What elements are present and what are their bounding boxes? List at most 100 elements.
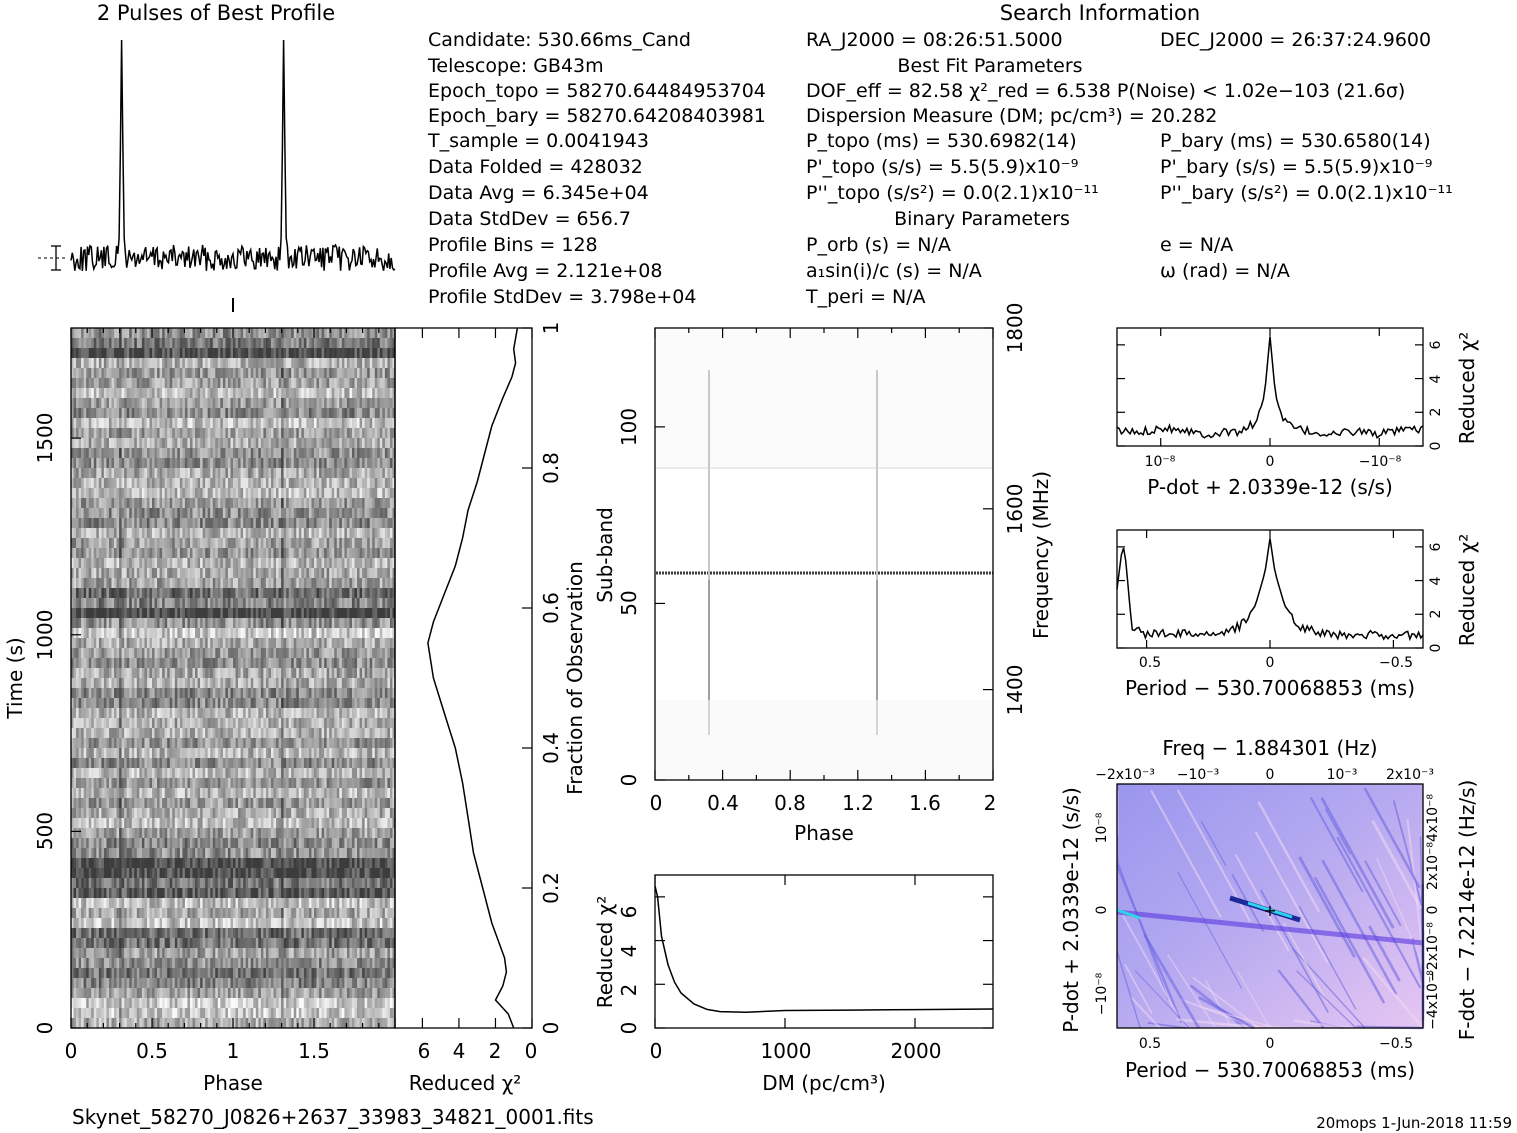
time-phase-cell bbox=[222, 358, 226, 369]
time-phase-cell bbox=[255, 468, 259, 479]
time-phase-cell bbox=[207, 648, 211, 659]
time-phase-cell bbox=[106, 408, 110, 419]
time-phase-cell bbox=[76, 688, 79, 699]
time-phase-cell bbox=[195, 528, 198, 539]
time-phase-cell bbox=[270, 668, 274, 679]
time-phase-cell bbox=[253, 398, 257, 409]
time-phase-cell bbox=[389, 498, 393, 509]
time-phase-cell bbox=[205, 508, 208, 519]
time-phase-cell bbox=[103, 618, 107, 629]
time-phase-cell bbox=[86, 588, 90, 599]
time-phase-cell bbox=[73, 458, 77, 469]
time-phase-cell bbox=[172, 588, 176, 599]
time-phase-cell bbox=[384, 568, 388, 579]
time-phase-cell bbox=[329, 588, 333, 599]
time-phase-cell bbox=[172, 378, 176, 389]
time-phase-cell bbox=[179, 348, 183, 359]
time-phase-cell bbox=[101, 548, 105, 559]
time-phase-cell bbox=[71, 578, 74, 589]
time-phase-cell bbox=[200, 498, 203, 509]
time-phase-cell bbox=[141, 548, 145, 559]
time-phase-cell bbox=[389, 568, 393, 579]
time-phase-cell bbox=[174, 538, 178, 549]
time-phase-cell bbox=[255, 478, 259, 489]
time-phase-cell bbox=[362, 668, 365, 679]
time-phase-cell bbox=[126, 558, 130, 569]
time-phase-cell bbox=[179, 358, 183, 369]
time-phase-cell bbox=[189, 678, 193, 689]
time-phase-cell bbox=[144, 548, 148, 559]
time-phase-cell bbox=[374, 378, 378, 389]
time-phase-cell bbox=[177, 438, 181, 449]
time-phase-cell bbox=[215, 448, 219, 459]
time-phase-cell bbox=[212, 478, 216, 489]
time-phase-cell bbox=[197, 578, 201, 589]
time-phase-cell bbox=[86, 478, 90, 489]
time-phase-cell bbox=[207, 358, 211, 369]
time-phase-cell bbox=[136, 388, 140, 399]
time-phase-cell bbox=[374, 608, 378, 619]
time-phase-cell bbox=[326, 538, 330, 549]
time-phase-cell bbox=[341, 568, 345, 579]
time-phase-cell bbox=[245, 408, 249, 419]
time-phase-cell bbox=[164, 508, 168, 519]
time-phase-cell bbox=[374, 338, 378, 349]
time-phase-cell bbox=[146, 398, 150, 409]
time-phase-cell bbox=[382, 678, 386, 689]
time-phase-cell bbox=[233, 518, 236, 529]
time-phase-cell bbox=[263, 578, 267, 589]
time-phase-cell bbox=[344, 338, 348, 349]
time-phase-cell bbox=[349, 658, 353, 669]
time-phase-cell bbox=[369, 698, 373, 709]
time-phase-cell bbox=[303, 508, 307, 519]
time-phase-cell bbox=[329, 388, 333, 399]
time-phase-cell bbox=[283, 638, 287, 649]
time-phase-cell bbox=[73, 678, 77, 689]
time-phase-cell bbox=[108, 368, 112, 379]
time-phase-cell bbox=[86, 608, 90, 619]
time-phase-cell bbox=[306, 588, 310, 599]
time-phase-cell bbox=[215, 678, 219, 689]
time-phase-cell bbox=[321, 648, 325, 659]
time-phase-cell bbox=[139, 688, 143, 699]
time-phase-cell bbox=[167, 428, 171, 439]
time-phase-cell bbox=[359, 378, 363, 389]
time-phase-cell bbox=[346, 368, 350, 379]
time-phase-cell bbox=[311, 618, 315, 629]
time-phase-cell bbox=[263, 548, 267, 559]
time-phase-cell bbox=[116, 608, 120, 619]
info-heading: Binary Parameters bbox=[894, 208, 1070, 230]
time-phase-cell bbox=[106, 568, 110, 579]
time-phase-cell bbox=[167, 608, 171, 619]
time-phase-cell bbox=[215, 628, 219, 639]
time-phase-cell bbox=[258, 328, 262, 339]
time-phase-cell bbox=[351, 388, 355, 399]
time-phase-cell bbox=[334, 388, 338, 399]
time-phase-cell bbox=[217, 528, 221, 539]
time-phase-cell bbox=[144, 448, 148, 459]
time-phase-cell bbox=[298, 468, 302, 479]
time-phase-cell bbox=[96, 498, 100, 509]
time-phase-cell bbox=[162, 468, 165, 479]
time-phase-cell bbox=[258, 528, 262, 539]
time-phase-cell bbox=[281, 348, 284, 359]
time-phase-cell bbox=[98, 688, 102, 699]
time-phase-cell bbox=[243, 348, 246, 359]
time-phase-cell bbox=[91, 458, 95, 469]
time-phase-cell bbox=[296, 668, 300, 679]
time-phase-cell bbox=[169, 578, 173, 589]
time-phase-cell bbox=[238, 338, 241, 349]
time-phase-cell bbox=[341, 448, 345, 459]
time-phase-cell bbox=[255, 388, 259, 399]
time-phase-cell bbox=[202, 558, 206, 569]
time-phase-cell bbox=[152, 638, 155, 649]
time-phase-cell bbox=[177, 628, 181, 639]
time-phase-cell bbox=[314, 548, 317, 559]
time-phase-cell bbox=[278, 388, 282, 399]
time-phase-cell bbox=[96, 558, 100, 569]
time-phase-cell bbox=[245, 478, 249, 489]
time-phase-cell bbox=[301, 598, 305, 609]
time-phase-cell bbox=[319, 668, 322, 679]
time-phase-cell bbox=[321, 388, 325, 399]
time-phase-cell bbox=[119, 558, 122, 569]
